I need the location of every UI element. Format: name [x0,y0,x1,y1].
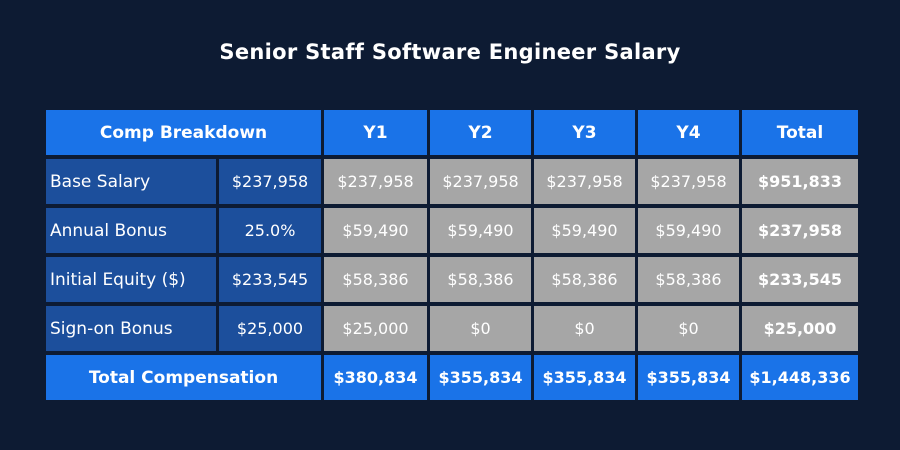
row-param-initial-equity: $233,545 [219,257,321,302]
initial-equity-total: $233,545 [742,257,858,302]
row-param-sign-on-bonus: $25,000 [219,306,321,351]
sign-on-bonus-y1: $25,000 [324,306,427,351]
header-y4: Y4 [638,110,739,155]
total-compensation-y3: $355,834 [534,355,635,400]
initial-equity-y4: $58,386 [638,257,739,302]
base-salary-y2: $237,958 [430,159,531,204]
compensation-table: Comp Breakdown Y1 Y2 Y3 Y4 Total Base Sa… [46,110,858,400]
row-param-base-salary: $237,958 [219,159,321,204]
page-title: Senior Staff Software Engineer Salary [219,40,681,64]
header-comp-breakdown: Comp Breakdown [46,110,321,155]
annual-bonus-y1: $59,490 [324,208,427,253]
row-param-annual-bonus: 25.0% [219,208,321,253]
base-salary-y1: $237,958 [324,159,427,204]
row-label-sign-on-bonus: Sign-on Bonus [46,306,216,351]
base-salary-y4: $237,958 [638,159,739,204]
row-label-base-salary: Base Salary [46,159,216,204]
initial-equity-y2: $58,386 [430,257,531,302]
sign-on-bonus-y4: $0 [638,306,739,351]
header-y1: Y1 [324,110,427,155]
header-total: Total [742,110,858,155]
initial-equity-y3: $58,386 [534,257,635,302]
total-compensation-y1: $380,834 [324,355,427,400]
total-compensation-y2: $355,834 [430,355,531,400]
total-compensation-y4: $355,834 [638,355,739,400]
row-label-annual-bonus: Annual Bonus [46,208,216,253]
annual-bonus-total: $237,958 [742,208,858,253]
sign-on-bonus-y2: $0 [430,306,531,351]
total-compensation-total: $1,448,336 [742,355,858,400]
row-label-initial-equity: Initial Equity ($) [46,257,216,302]
base-salary-total: $951,833 [742,159,858,204]
header-y2: Y2 [430,110,531,155]
initial-equity-y1: $58,386 [324,257,427,302]
base-salary-y3: $237,958 [534,159,635,204]
annual-bonus-y2: $59,490 [430,208,531,253]
header-y3: Y3 [534,110,635,155]
footer-total-compensation-label: Total Compensation [46,355,321,400]
sign-on-bonus-y3: $0 [534,306,635,351]
annual-bonus-y4: $59,490 [638,208,739,253]
sign-on-bonus-total: $25,000 [742,306,858,351]
annual-bonus-y3: $59,490 [534,208,635,253]
